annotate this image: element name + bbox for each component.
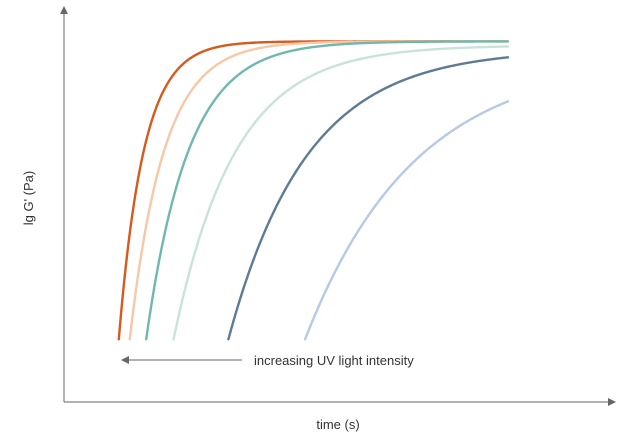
curve-group [117, 40, 510, 341]
annotation-text: increasing UV light intensity [254, 353, 414, 368]
curve-4 [172, 45, 510, 341]
curve-2 [128, 40, 510, 341]
curve-6 [303, 100, 510, 341]
curve-1 [117, 40, 510, 341]
curve-5 [227, 56, 510, 341]
x-axis-arrow [608, 398, 616, 406]
y-axis-arrow [60, 6, 68, 14]
annotation-arrow-head [121, 356, 129, 364]
curve-3 [145, 40, 510, 341]
y-axis-label: lg G' (Pa) [21, 171, 36, 226]
x-axis-label: time (s) [316, 417, 359, 432]
